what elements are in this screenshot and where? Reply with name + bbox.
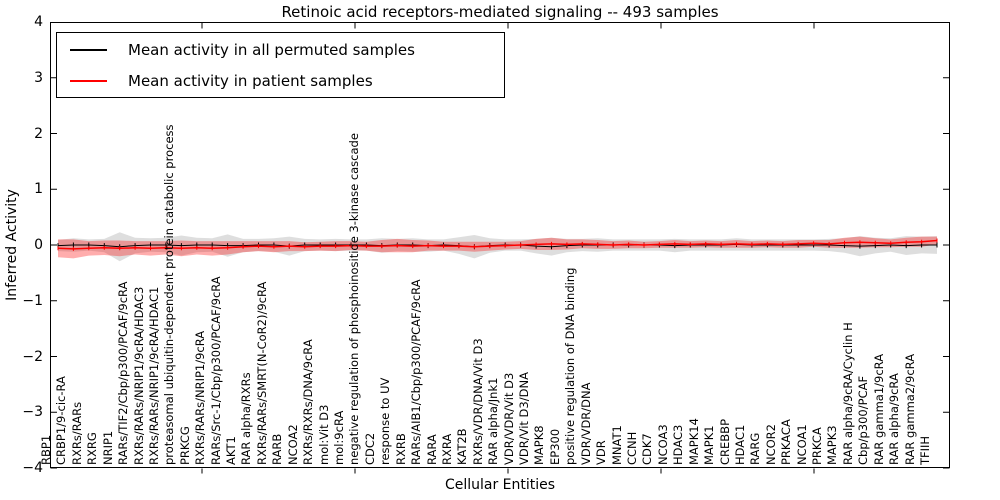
x-category-label: RXRs/RARs/NRIP1/9cRA/HDAC1 [146, 286, 161, 465]
x-category-label: mol:9cRA [332, 410, 346, 465]
x-category-label: RXRA [439, 433, 454, 465]
x-category-label: RAR alpha/RXRs [239, 372, 254, 465]
y-tick-label: −2 [22, 348, 43, 365]
x-category-label: EP300 [547, 428, 562, 465]
y-tick-label: 4 [34, 14, 43, 30]
y-tick-label: 0 [34, 237, 43, 253]
x-category-label: RXRs/RARs/NRIP1/9cRA/HDAC3 [131, 286, 146, 465]
x-category-label: RXRs/VDR/DNA/Vit D3 [470, 338, 485, 465]
x-category-label: RARs/TIF2/Cbp/p300/PCAF/9cRA [116, 281, 131, 465]
x-category-label: VDR [594, 440, 609, 465]
x-category-label: RARs/AIB1/Cbp/p300/PCAF/9cRA [409, 279, 424, 465]
x-category-label: CDK7 [640, 433, 655, 465]
legend-item-permuted: Mean activity in all permuted samples [57, 34, 504, 65]
x-category-label: NCOA3 [655, 424, 670, 465]
x-category-label: RARG [748, 432, 763, 465]
y-tick-label: −1 [22, 292, 43, 309]
permuted-line-swatch [70, 48, 107, 51]
patient-line-swatch [70, 79, 107, 82]
x-category-label: HDAC3 [671, 424, 686, 465]
x-category-label: RARs/Src-1/Cbp/p300/PCAF/9cRA [208, 276, 223, 465]
patient-line [57, 239, 938, 250]
x-category-label: PRKCA [810, 427, 825, 465]
y-tick-label: 1 [34, 181, 43, 198]
x-category-label: RXRs/RXRs/DNA/9cRA [301, 339, 316, 465]
x-category-label: Cbp/p300/PCAF [856, 375, 871, 465]
x-category-label: NCOA1 [794, 424, 809, 465]
x-category-label: response to UV [378, 377, 393, 465]
x-category-label: RARA [424, 434, 439, 465]
legend-item-patient: Mean activity in patient samples [57, 65, 504, 96]
x-category-label: VDR/VDR/Vit D3 [501, 372, 516, 465]
x-category-label: PRKCG [177, 426, 192, 465]
y-tick-label: −4 [22, 460, 43, 476]
x-category-label: MAPK1 [702, 425, 717, 465]
x-category-label: CDC2 [362, 432, 377, 465]
x-category-label: RAR gamma2/9cRA [902, 353, 917, 465]
x-category-label: RXRs/RARs/NRIP1/9cRA [193, 330, 208, 465]
legend-label-patient: Mean activity in patient samples [128, 71, 373, 90]
x-category-label: MAPK3 [825, 425, 840, 465]
x-category-label: KAT2B [455, 428, 470, 465]
x-category-label: RXRs/RARs/SMRT(N-CoR2)/9cRA [254, 281, 269, 465]
x-category-label: NCOA2 [285, 424, 300, 465]
y-tick-label: −3 [22, 404, 43, 421]
x-category-label: CREBBP [717, 419, 732, 465]
x-category-label: MNAT1 [609, 425, 624, 465]
x-category-label: MAPK8 [532, 425, 547, 465]
x-category-label: NRIP1 [100, 430, 115, 465]
x-category-label: PRKACA [779, 419, 794, 465]
patient-markers [57, 238, 938, 251]
y-tick-label: 3 [34, 69, 43, 86]
x-category-label: RXRG [85, 432, 100, 465]
x-category-label: RAR gamma1/9cRA [871, 353, 886, 465]
x-category-label: proteasomal ubiquitin-dependent protein … [162, 124, 177, 465]
x-category-label: MAPK14 [686, 418, 701, 465]
x-category-label: CRBP1/9-cic-RA [54, 376, 69, 465]
x-category-label: negative regulation of phosphoinositide … [347, 133, 362, 465]
axis-ticks [50, 22, 950, 474]
x-category-label: RXRs/RARs [69, 401, 84, 465]
chart-title: Retinoic acid receptors-mediated signali… [281, 3, 719, 21]
x-category-label: mol:Vit D3 [316, 404, 331, 465]
x-category-label: VDR/VDR/DNA [578, 382, 593, 466]
legend-label-permuted: Mean activity in all permuted samples [128, 40, 415, 59]
x-category-label: RAR alpha/9cRA [887, 373, 902, 465]
x-category-label: RARB [270, 433, 285, 465]
x-category-label: AKT1 [224, 436, 239, 465]
axis-frame [50, 22, 950, 468]
x-category-label: CCNH [625, 431, 639, 465]
x-category-label: RXRB [393, 433, 408, 465]
x-category-label: VDR/Vit D3/DNA [517, 372, 532, 465]
patient-band [58, 236, 937, 259]
x-category-label: RAR alpha/Jnk1 [486, 377, 501, 465]
plot-area [50, 22, 950, 474]
x-category-label: HDAC1 [732, 424, 747, 465]
x-category-label: positive regulation of DNA binding [563, 267, 578, 465]
x-category-label: NCOR2 [763, 424, 778, 465]
x-category-label: TFIIH [918, 435, 932, 465]
y-tick-label: 2 [34, 125, 43, 142]
x-category-label: RBP1 [39, 434, 53, 465]
legend: Mean activity in all permuted samples Me… [56, 32, 505, 98]
permuted-band [58, 232, 937, 262]
x-category-label: RAR alpha/9cRA/Cyclin H [840, 322, 855, 465]
x-axis-label: Cellular Entities [444, 477, 556, 493]
